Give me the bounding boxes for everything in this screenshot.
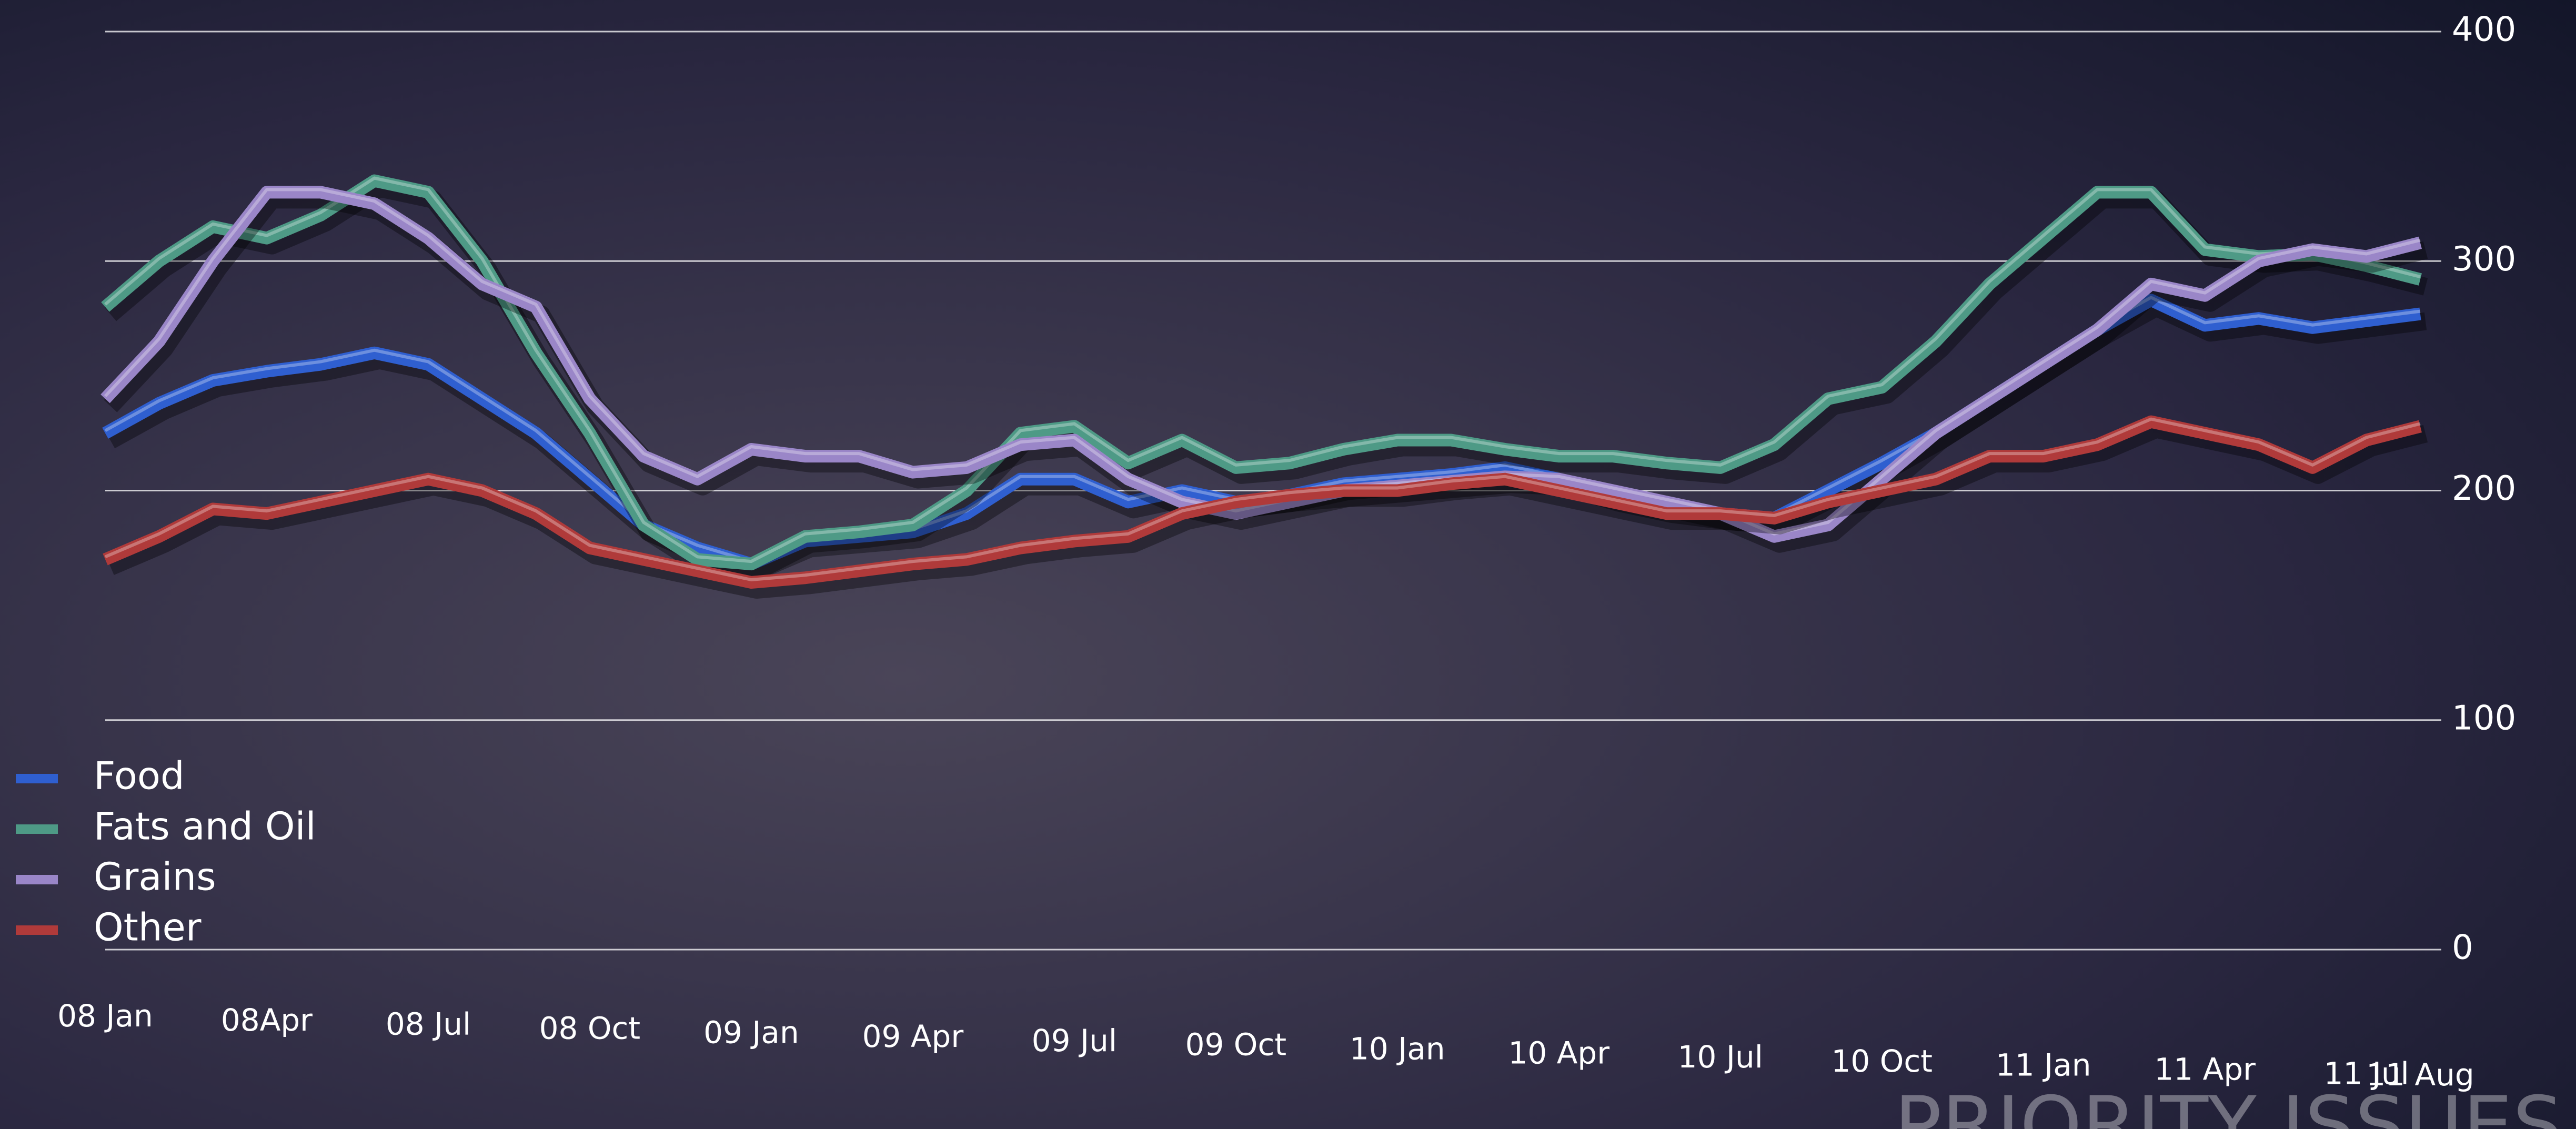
- x-tick-label: 10 Oct: [1831, 1043, 1933, 1079]
- y-tick-label: 400: [2452, 11, 2516, 49]
- y-tick-label: 200: [2452, 469, 2516, 508]
- series-highlight: [104, 176, 2421, 563]
- legend-label: Food: [94, 754, 185, 798]
- x-tick-label: 10 Apr: [1508, 1035, 1610, 1071]
- x-tick-label: 11 Jan: [1996, 1047, 2091, 1083]
- x-tick-label: 10 Jan: [1350, 1031, 1445, 1067]
- legend-label: Grains: [94, 855, 216, 899]
- y-tick-label: 0: [2452, 929, 2473, 967]
- x-tick-label: 08 Jul: [386, 1006, 471, 1042]
- x-tick-label: 08 Oct: [539, 1011, 641, 1046]
- legend-label: Other: [94, 905, 202, 950]
- series-highlight: [104, 417, 2421, 581]
- legend-label: Fats and Oil: [94, 804, 316, 849]
- x-tick-label: 09 Jan: [703, 1014, 799, 1050]
- x-tick-label: 08Apr: [221, 1002, 313, 1038]
- x-tick-label: 10 Jul: [1678, 1039, 1763, 1075]
- y-tick-label: 100: [2452, 699, 2516, 738]
- y-tick-label: 300: [2452, 240, 2516, 279]
- series-line: [100, 186, 2422, 543]
- x-tick-label: 09 Jul: [1032, 1023, 1117, 1059]
- x-tick-label: 08 Jan: [57, 998, 153, 1034]
- x-tick-label: 11 Jul: [2324, 1055, 2409, 1091]
- x-tick-label: 11 Apr: [2154, 1052, 2256, 1087]
- x-tick-label: 09 Oct: [1185, 1027, 1287, 1063]
- footer: PRIORITY ISSUES: [1894, 1080, 2563, 1129]
- x-tick-label: 11 Aug: [2366, 1057, 2474, 1093]
- series-line: [103, 415, 2422, 589]
- x-tick-label: 09 Apr: [862, 1019, 964, 1054]
- series-highlight: [104, 188, 2421, 536]
- series-line: [101, 174, 2422, 571]
